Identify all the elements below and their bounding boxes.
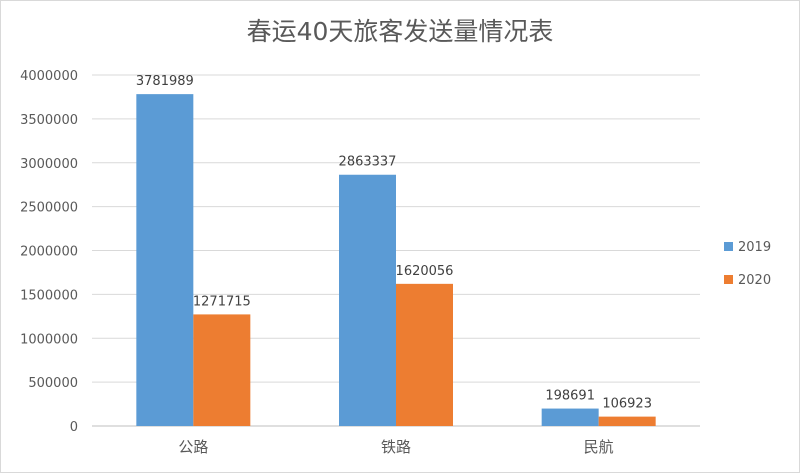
bars [136, 94, 656, 426]
y-axis-ticks: 0 500000 1000000 1500000 2000000 2500000 30000… [20, 69, 78, 435]
data-label: 2863337 [339, 155, 397, 170]
y-tick-label: 3000000 [20, 157, 78, 172]
y-tick-label: 4000000 [20, 69, 78, 84]
y-tick-label: 1500000 [20, 288, 78, 303]
y-tick-label: 2500000 [20, 201, 78, 216]
bar-2020-0 [193, 314, 251, 426]
bar-2019-1 [339, 174, 396, 426]
bar-2019-2 [541, 408, 599, 426]
data-labels: 3781989 1271715 2863337 1620056 198691 106923 [136, 74, 652, 411]
legend: 2019 2020 [724, 240, 771, 288]
legend-swatch-2019 [724, 242, 733, 251]
bar-2020-2 [598, 416, 656, 426]
chart-title: 春运40天旅客发送量情况表 [246, 17, 554, 46]
x-category-label: 公路 [178, 438, 208, 456]
y-tick-label: 0 [70, 420, 78, 435]
y-tick-label: 3500000 [20, 113, 78, 128]
data-label: 1271715 [193, 294, 251, 309]
legend-label: 2019 [738, 240, 771, 255]
legend-label: 2020 [738, 273, 771, 288]
data-label: 1620056 [396, 264, 454, 279]
y-tick-label: 2000000 [20, 245, 78, 260]
x-category-label: 铁路 [381, 438, 411, 456]
x-axis-categories: 公路 铁路 民航 [178, 438, 613, 456]
bar-2020-1 [396, 283, 453, 426]
data-label: 3781989 [136, 74, 194, 89]
bar-2019-0 [136, 94, 194, 426]
x-category-label: 民航 [584, 438, 614, 456]
data-label: 106923 [602, 397, 652, 412]
y-tick-label: 1000000 [20, 332, 78, 347]
data-label: 198691 [545, 389, 595, 404]
y-tick-label: 500000 [28, 376, 78, 391]
legend-swatch-2020 [724, 275, 733, 284]
